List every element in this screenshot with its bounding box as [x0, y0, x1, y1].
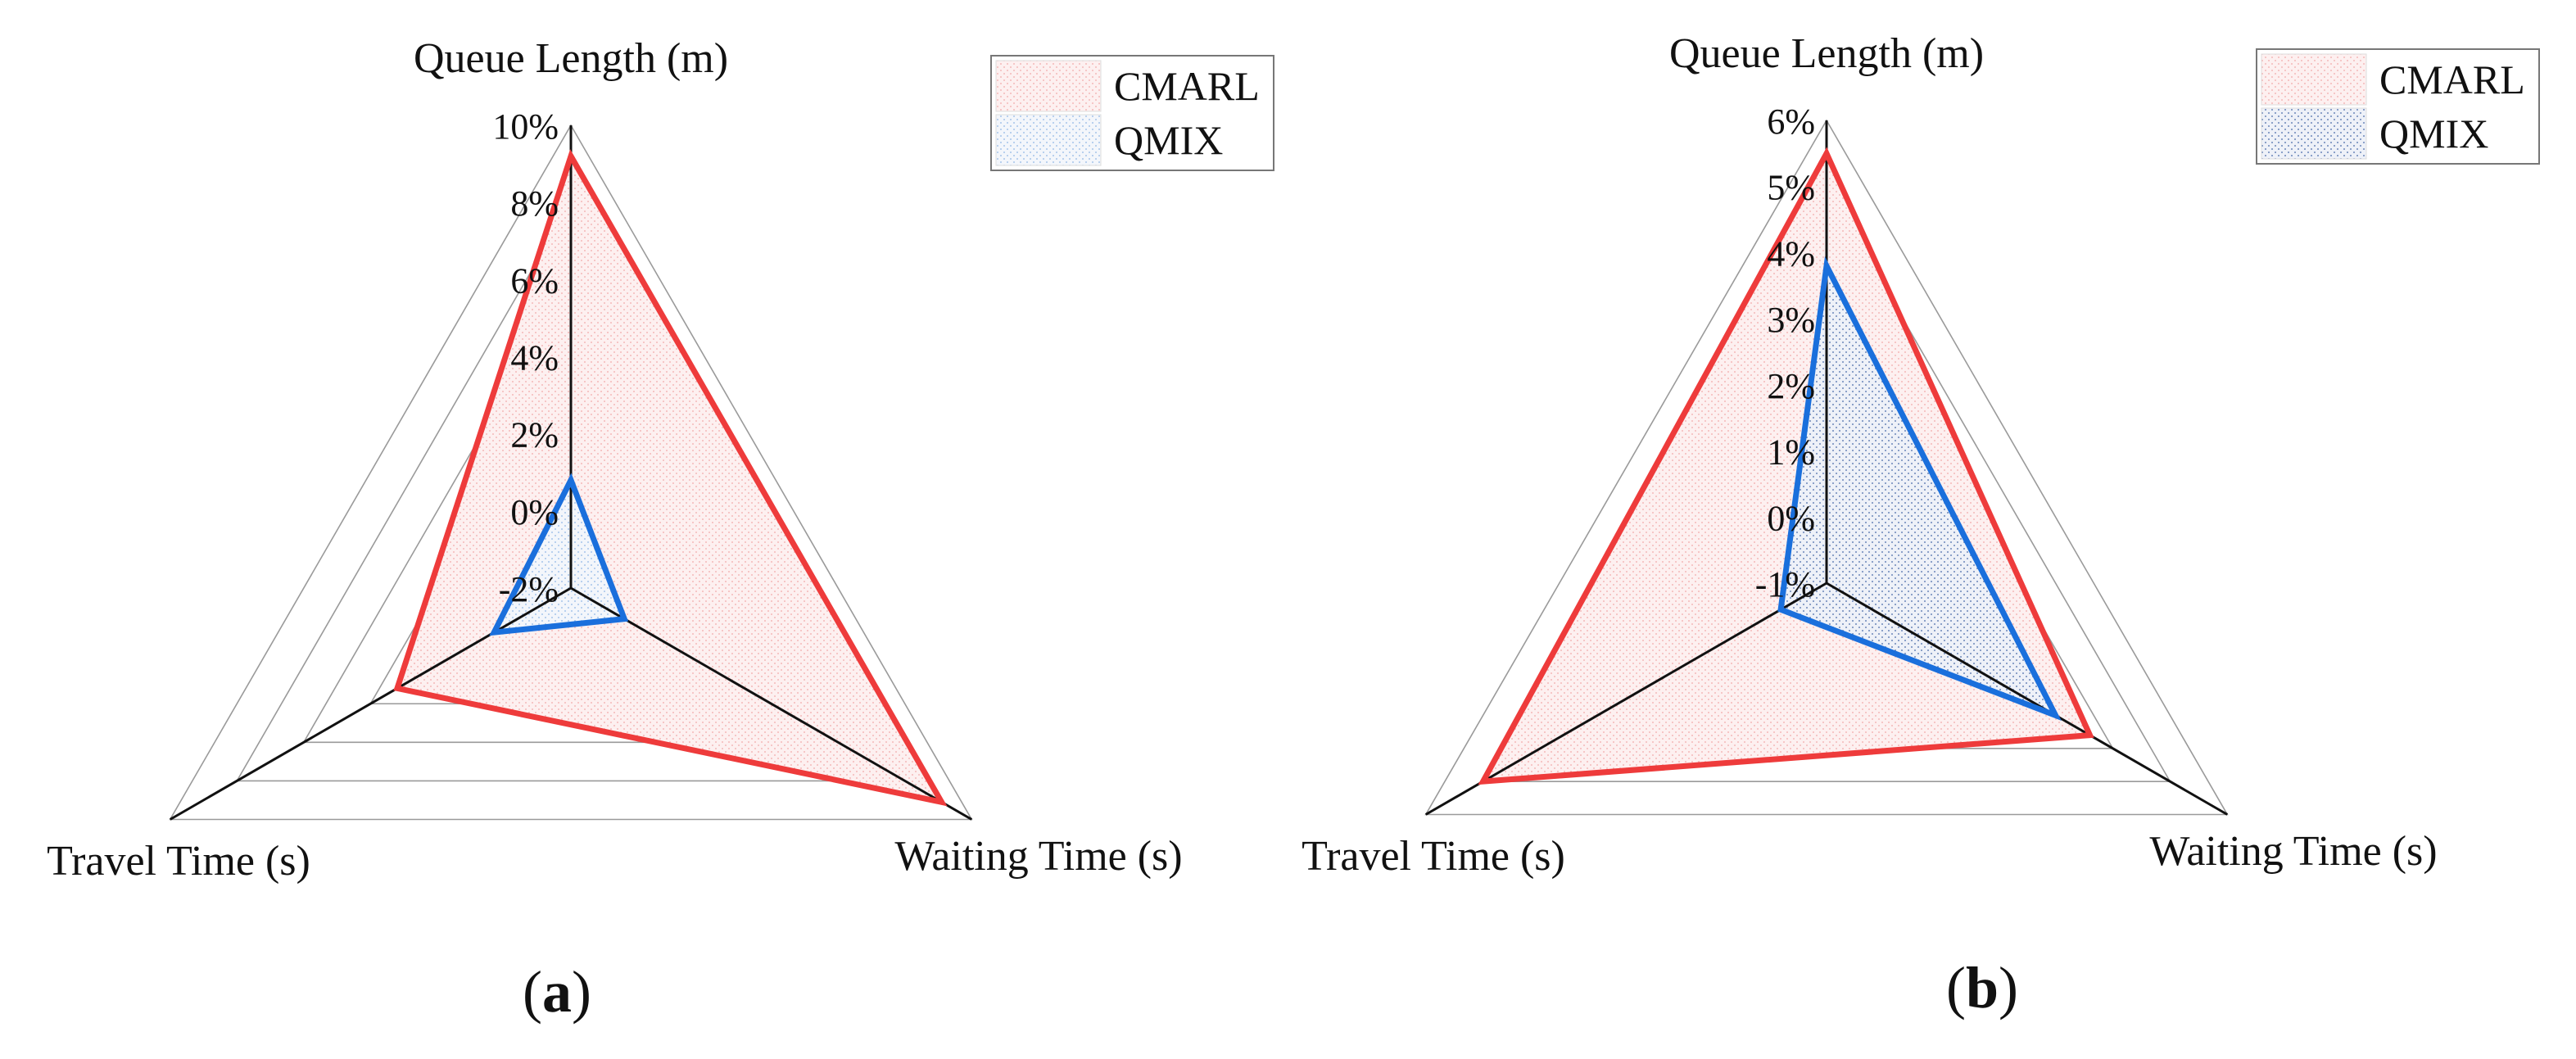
tick-label: 6% [510, 260, 559, 301]
grid-ring [169, 124, 973, 821]
series-fill-cmarl [396, 156, 942, 803]
legend-label-qmix: QMIX [1114, 117, 1223, 163]
tick-label: 10% [492, 106, 559, 147]
tick-label: 5% [1767, 168, 1815, 208]
series-line-cmarl [1478, 147, 2094, 785]
axis-title: Queue Length (m) [1669, 30, 1984, 77]
axis-spoke [570, 586, 973, 821]
series-line-qmix [489, 473, 629, 636]
panel-label: (a) [523, 959, 591, 1025]
axis-title: Waiting Time (s) [894, 833, 1182, 880]
tick-label: 4% [1767, 233, 1815, 274]
series-line-qmix [1777, 256, 2062, 721]
legend-label-qmix: QMIX [2379, 111, 2488, 156]
legend-swatch-qmix [995, 114, 1102, 166]
axis-title: Travel Time (s) [47, 838, 310, 885]
tick-label: 2% [510, 415, 559, 455]
legend-label-cmarl: CMARL [2379, 57, 2525, 102]
grid-ring [1424, 119, 2229, 816]
series-fill-qmix [494, 480, 625, 633]
panel-label: (b) [1946, 955, 2018, 1021]
series-line-cmarl [393, 149, 948, 807]
legend-swatch-cmarl [2261, 53, 2367, 106]
tick-label: 8% [510, 183, 559, 224]
radar-panel-b: -1% 0% 1% 2% 3% 4% 5% 6% Queue Length (m) Waiting… [1302, 30, 2540, 1021]
tick-label: 2% [1767, 366, 1815, 406]
axis-spoke [1826, 582, 2229, 816]
axis-title: Queue Length (m) [414, 35, 728, 82]
tick-label: 6% [1767, 102, 1815, 142]
tick-label: 0% [1767, 498, 1815, 538]
axis-spoke [169, 586, 572, 821]
tick-label: -2% [499, 569, 559, 609]
legend-swatch-cmarl [995, 60, 1102, 112]
axis-spoke [1424, 582, 1827, 816]
tick-label: 3% [1767, 300, 1815, 340]
legend-swatch-qmix [2261, 107, 2367, 160]
radar-panel-a: -2% 0% 2% 4% 6% 8% 10% Queue Length (m) Waiting … [47, 35, 1274, 1025]
tick-label: 4% [510, 338, 559, 378]
tick-label: -1% [1755, 564, 1815, 604]
tick-label: 1% [1767, 432, 1815, 473]
axis-title: Waiting Time (s) [2149, 828, 2437, 875]
legend-label-cmarl: CMARL [1114, 63, 1260, 109]
tick-label: 0% [510, 492, 559, 532]
axis-title: Travel Time (s) [1302, 833, 1565, 880]
series-fill-qmix [1781, 265, 2056, 716]
